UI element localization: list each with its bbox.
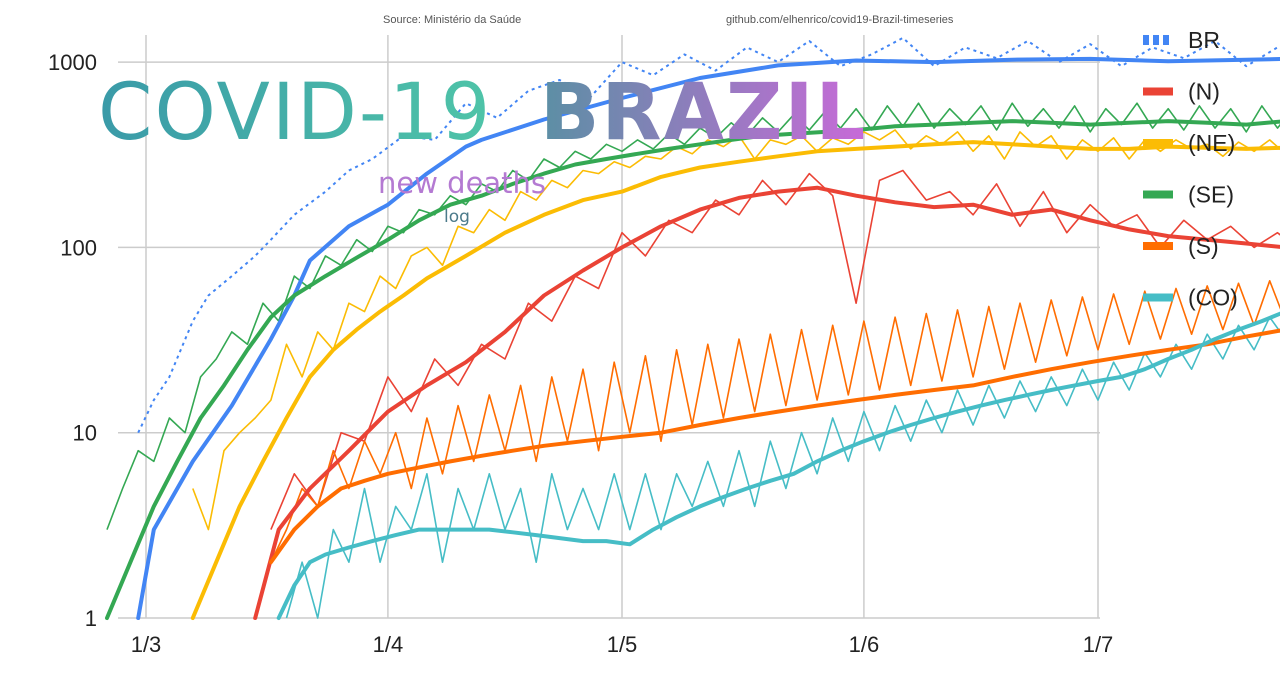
y-tick-label: 1 xyxy=(85,606,97,631)
scale-note: log xyxy=(444,207,470,227)
series-br-raw-line xyxy=(137,36,1280,434)
source-text: Source: Ministério da Saúde xyxy=(383,14,521,26)
y-axis-ticks: 1 10 100 1000 xyxy=(48,50,97,631)
series-co-avg-line xyxy=(276,311,1280,620)
gridlines xyxy=(118,35,1100,619)
x-axis-ticks: 1/3 1/4 1/5 1/6 1/7 xyxy=(131,632,1114,657)
series-ne-raw-line xyxy=(192,129,1280,531)
series-co-raw-line xyxy=(285,316,1280,619)
legend-swatch-ne xyxy=(1143,139,1173,147)
series-ne-avg-line xyxy=(190,140,1280,620)
x-tick-label: 1/5 xyxy=(607,632,638,657)
legend-swatch-br xyxy=(1153,35,1159,45)
repo-link[interactable]: github.com/elhenrico/covid19-Brazil-time… xyxy=(726,14,954,26)
legend-swatch-co xyxy=(1143,293,1173,302)
legend-swatch-s xyxy=(1143,242,1173,250)
legend-label-n: (N) xyxy=(1188,79,1220,105)
series-se-avg-line xyxy=(105,119,1280,620)
x-tick-label: 1/4 xyxy=(373,632,404,657)
series-br-avg-line xyxy=(136,56,1280,620)
series-se-raw-line xyxy=(106,102,1280,530)
chart-title-covid: COVID-19 xyxy=(98,68,492,158)
series-s-avg-line xyxy=(268,328,1280,565)
y-tick-label: 10 xyxy=(73,421,97,446)
y-tick-label: 100 xyxy=(60,235,97,260)
series-n-avg-line xyxy=(253,185,1280,620)
x-tick-label: 1/3 xyxy=(131,632,162,657)
legend-label-br: BR xyxy=(1188,27,1220,53)
legend-label-s: (S) xyxy=(1188,233,1219,259)
x-tick-label: 1/7 xyxy=(1083,632,1114,657)
legend-label-ne: (NE) xyxy=(1188,130,1235,156)
legend: BR (N) (NE) (SE) (S) (CO) xyxy=(1143,27,1238,311)
legend-swatch-br xyxy=(1163,35,1169,45)
y-tick-label: 1000 xyxy=(48,50,97,75)
legend-swatch-se xyxy=(1143,190,1173,199)
series-s-raw-line xyxy=(270,279,1280,563)
raw-series-layer xyxy=(106,36,1280,619)
x-tick-label: 1/6 xyxy=(849,632,880,657)
legend-swatch-n xyxy=(1143,87,1173,96)
legend-label-se: (SE) xyxy=(1188,182,1234,208)
average-series-layer xyxy=(105,56,1280,620)
legend-swatch-br xyxy=(1143,35,1149,45)
chart-subtitle: new deaths xyxy=(378,166,546,200)
chart-title-brazil: BRAZIL xyxy=(540,68,867,158)
legend-label-co: (CO) xyxy=(1188,285,1238,311)
series-n-raw-line xyxy=(270,169,1280,530)
